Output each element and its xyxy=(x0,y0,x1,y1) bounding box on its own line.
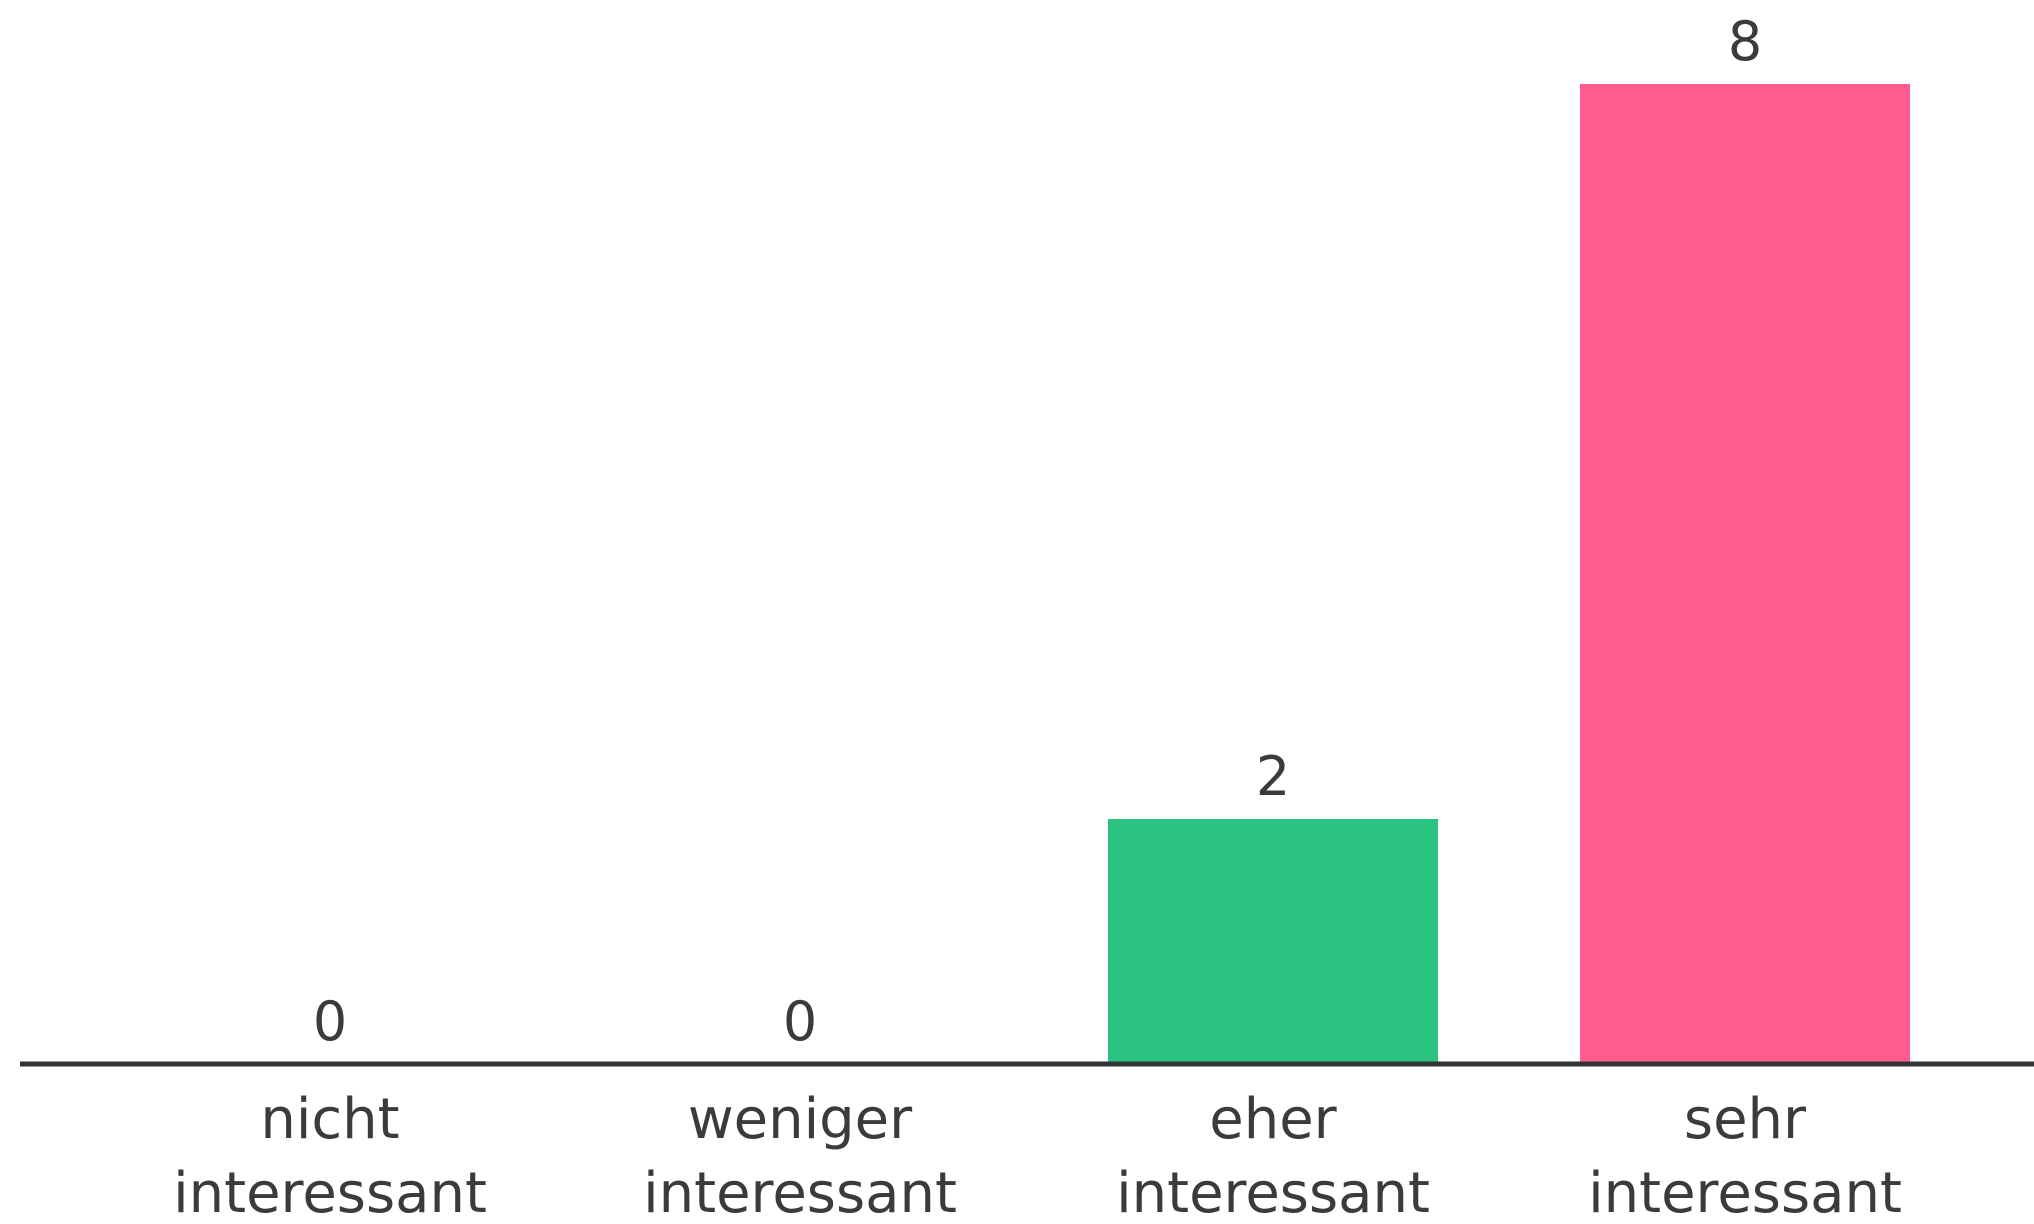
value-labels-layer: 0 0 2 8 xyxy=(313,10,1762,1053)
tick-label-0-line-0: nicht xyxy=(260,1087,399,1152)
bar-3 xyxy=(1580,84,1910,1064)
tick-label-2-line-1: interessant xyxy=(1116,1161,1430,1224)
bar-2 xyxy=(1108,819,1438,1064)
data-label-0: 0 xyxy=(313,990,347,1053)
tick-label-3-line-1: interessant xyxy=(1588,1161,1902,1224)
bars-layer xyxy=(1108,84,1910,1064)
tick-label-1-line-0: weniger xyxy=(688,1087,913,1152)
tick-label-1-line-1: interessant xyxy=(643,1161,957,1224)
category-labels-layer: nicht interessant weniger interessant eher in… xyxy=(173,1087,1902,1224)
data-label-1: 0 xyxy=(783,990,817,1053)
tick-label-3-line-0: sehr xyxy=(1684,1087,1807,1152)
data-label-2: 2 xyxy=(1256,745,1290,808)
tick-label-2-line-0: eher xyxy=(1209,1087,1337,1152)
tick-label-0-line-1: interessant xyxy=(173,1161,487,1224)
data-label-3: 8 xyxy=(1728,10,1762,73)
